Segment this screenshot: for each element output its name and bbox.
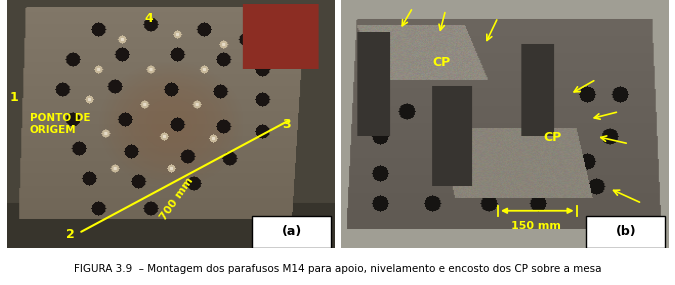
Text: 3: 3: [281, 118, 290, 131]
Text: PONTO DE
ORIGEM: PONTO DE ORIGEM: [30, 113, 90, 135]
Text: (b): (b): [616, 225, 636, 238]
Text: 4: 4: [144, 13, 153, 25]
Text: FIGURA 3.9  – Montagem dos parafusos M14 para apoio, nivelamento e encosto dos C: FIGURA 3.9 – Montagem dos parafusos M14 …: [74, 264, 601, 274]
Text: (a): (a): [281, 225, 302, 238]
FancyBboxPatch shape: [587, 216, 665, 248]
FancyBboxPatch shape: [252, 216, 331, 248]
Text: 700 mm: 700 mm: [159, 175, 195, 222]
Text: 150 mm: 150 mm: [511, 221, 561, 231]
Text: CP: CP: [544, 131, 562, 144]
Text: 2: 2: [65, 227, 74, 241]
Text: CP: CP: [433, 56, 451, 70]
Text: 1: 1: [10, 91, 19, 104]
